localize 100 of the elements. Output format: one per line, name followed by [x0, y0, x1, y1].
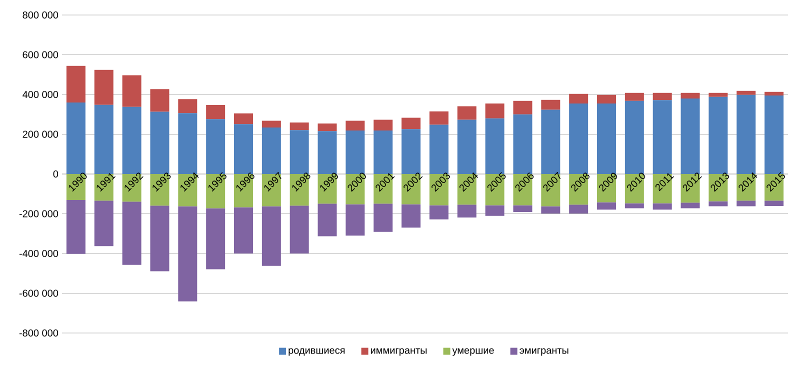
bar — [513, 100, 532, 114]
bar — [764, 200, 784, 206]
bar — [346, 130, 365, 174]
legend-label: родившиеся — [288, 348, 345, 356]
bar — [569, 103, 588, 174]
bar — [624, 92, 644, 101]
bar — [485, 205, 504, 216]
bar — [764, 95, 784, 174]
bar — [346, 120, 365, 130]
bar — [736, 200, 756, 206]
bar — [262, 206, 281, 266]
bar — [485, 103, 504, 118]
bar — [764, 92, 784, 96]
legend-label: умершие — [452, 348, 494, 356]
bar — [457, 106, 476, 120]
bar — [429, 124, 448, 174]
bar — [122, 106, 142, 174]
legend-label: иммигранты — [370, 348, 427, 356]
bar — [708, 201, 728, 206]
bar — [178, 99, 198, 114]
y-tick-label: 600 000 — [22, 51, 58, 58]
bar — [541, 174, 560, 206]
bar — [680, 174, 700, 203]
bar — [150, 206, 170, 272]
bar — [94, 174, 114, 201]
bar — [234, 207, 253, 254]
bar — [736, 174, 756, 201]
bar — [624, 203, 644, 208]
bar — [178, 113, 198, 174]
bar — [429, 174, 448, 206]
bar — [122, 174, 142, 202]
bar — [66, 102, 86, 174]
bar — [485, 174, 504, 206]
bar — [234, 124, 253, 174]
bar — [234, 174, 253, 208]
bar — [569, 174, 588, 205]
bar — [708, 96, 728, 174]
bar — [290, 122, 309, 130]
bar — [652, 92, 672, 100]
bar — [513, 114, 532, 174]
bar — [541, 206, 560, 214]
bar — [346, 204, 365, 236]
y-tick-label: -200 000 — [19, 210, 58, 218]
bar — [178, 206, 198, 302]
bar — [318, 204, 337, 236]
bar — [569, 94, 588, 104]
bar — [764, 174, 784, 201]
bar — [485, 118, 504, 174]
bar — [122, 202, 142, 265]
bar — [597, 103, 616, 174]
bar — [94, 200, 114, 246]
y-tick-label: -400 000 — [19, 250, 58, 258]
bar — [429, 111, 448, 125]
bar — [374, 174, 393, 204]
bar — [680, 92, 700, 98]
bar — [122, 75, 142, 107]
y-tick-label: 200 000 — [22, 130, 58, 138]
bar — [374, 130, 393, 174]
bar — [429, 205, 448, 220]
bar — [597, 202, 616, 210]
bar — [652, 174, 672, 204]
y-tick-label: -800 000 — [19, 329, 58, 337]
bar — [346, 174, 365, 204]
bar — [234, 113, 253, 124]
bar — [66, 66, 86, 102]
bar — [150, 112, 170, 174]
bar — [66, 174, 86, 200]
bar — [457, 174, 476, 205]
bar — [457, 204, 476, 218]
bar — [736, 94, 756, 174]
bar — [402, 129, 421, 174]
bar — [206, 208, 226, 270]
bar — [541, 100, 560, 110]
bar — [290, 206, 309, 254]
bar — [680, 202, 700, 208]
bar — [150, 174, 170, 206]
bar — [652, 203, 672, 210]
bar — [402, 204, 421, 228]
bar — [597, 174, 616, 202]
bar — [318, 131, 337, 174]
bar — [513, 205, 532, 212]
bar — [318, 174, 337, 204]
bar — [206, 105, 226, 120]
bar — [262, 174, 281, 206]
bar — [736, 90, 756, 95]
legend-label: эмигранты — [520, 348, 568, 356]
bar — [262, 120, 281, 128]
bar — [150, 89, 170, 112]
y-tick-label: 0 — [53, 170, 58, 178]
bar — [569, 204, 588, 214]
bar — [708, 174, 728, 202]
bar — [66, 200, 86, 254]
bar — [708, 92, 728, 97]
bar — [402, 174, 421, 204]
bar — [94, 70, 114, 105]
bar — [541, 110, 560, 174]
bar — [402, 118, 421, 130]
bar — [290, 130, 309, 174]
y-tick-label: 800 000 — [22, 11, 58, 19]
bar — [262, 127, 281, 174]
